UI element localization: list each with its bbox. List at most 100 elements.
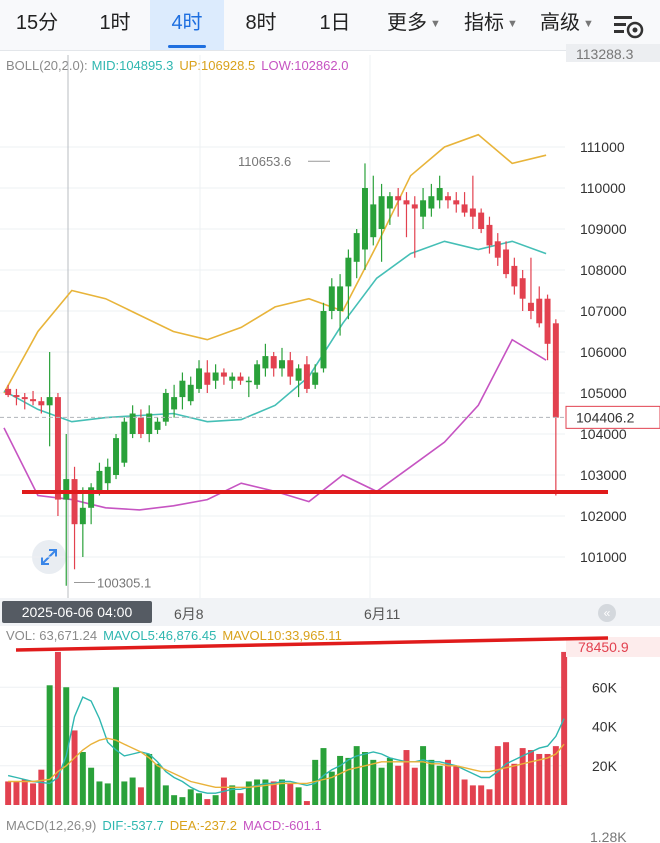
tab-more[interactable]: 更多 ▼ (378, 0, 450, 50)
volume-bar (461, 779, 468, 805)
candle-body (113, 438, 120, 475)
volume-tick-label: 60K (592, 679, 618, 695)
volume-bar (154, 763, 161, 805)
tab-label: 更多 (387, 12, 428, 34)
price-axis: 101000 102000 103000 104000 105000 106000 1070… (566, 44, 660, 843)
candle-body (30, 399, 37, 402)
low-price-label: 100305.1 (97, 575, 151, 590)
candle-body (21, 397, 28, 400)
candle-body (287, 360, 294, 377)
mavol5-value: MAVOL5:46,876.45 (103, 628, 217, 643)
volume-top-tag (566, 637, 660, 657)
tab-1d[interactable]: 1日 (300, 0, 370, 50)
candle-body (478, 212, 485, 229)
tab-label: 1日 (319, 12, 351, 34)
candle-body (395, 196, 402, 201)
volume-bar (411, 767, 418, 805)
volume-bar (444, 759, 451, 805)
candle-body (196, 368, 203, 389)
candle-body (54, 397, 61, 500)
current-price-tag (565, 405, 660, 429)
candle-body (552, 323, 559, 418)
tab-4h[interactable]: 4时 (150, 0, 224, 50)
date-label: 6月11 (364, 606, 401, 622)
candle-body (121, 421, 128, 463)
candle-body (411, 204, 418, 209)
candle-body (453, 200, 460, 205)
candle-body (461, 204, 468, 213)
volume-bar (113, 687, 120, 805)
price-tick-label: 103000 (580, 467, 627, 483)
volume-bar (88, 767, 95, 805)
volume-bar (279, 779, 285, 805)
candle-body (104, 466, 111, 484)
scroll-latest-icon[interactable]: « (598, 604, 616, 622)
boll-mid: MID:104895.3 (91, 58, 174, 73)
tab-label: 指标 (464, 12, 505, 34)
volume-bar (328, 771, 335, 805)
boll-low-line (3, 338, 547, 511)
boll-up-line (3, 133, 547, 394)
tab-1h[interactable]: 1时 (78, 0, 152, 50)
tab-advanced[interactable]: 高级 ▼ (530, 0, 604, 50)
candle-body (295, 368, 302, 381)
price-tick-label: 102000 (580, 508, 627, 524)
candle-body (511, 265, 518, 287)
candle-body (129, 413, 136, 434)
boll-legend: BOLL(20,2.0): MID:104895.3 UP:106928.5 LOW:… (6, 58, 354, 73)
volume-bar (54, 651, 61, 805)
price-tick-label: 110000 (580, 180, 626, 196)
volume-bar (21, 779, 28, 805)
price-tick-label: 109000 (580, 221, 627, 237)
volume-bar (220, 777, 227, 805)
candle-body (171, 397, 178, 410)
volume-bar (436, 765, 443, 805)
volume-bar (478, 785, 485, 805)
candle-body (38, 401, 45, 406)
candle-body (137, 417, 144, 434)
price-tick-label: 106000 (580, 344, 627, 360)
date-label: 6月8 (174, 606, 204, 622)
volume-bar (303, 801, 310, 805)
price-tick-label: 111000 (580, 139, 625, 155)
caret-down-icon: ▼ (583, 17, 594, 30)
caret-down-icon: ▼ (430, 17, 441, 30)
candle-body (486, 224, 493, 246)
volume-bar (527, 750, 534, 805)
macd-tick-label: 1.28K (590, 829, 627, 843)
macd-value: MACD:-601.1 (242, 818, 322, 833)
candlesticks (5, 163, 559, 586)
volume-bar (519, 748, 526, 805)
current-price-label: 104406.2 (576, 409, 635, 425)
tab-label: 8时 (245, 12, 277, 34)
volume-bar (129, 777, 136, 805)
candle-body (88, 487, 95, 508)
candle-body (204, 372, 211, 385)
expand-icon[interactable] (32, 540, 66, 574)
caret-down-icon: ▼ (507, 17, 518, 30)
candle-body (469, 208, 476, 217)
macd-dea: DEA:-237.2 (169, 818, 237, 833)
volume-bar (229, 785, 236, 805)
candle-body (527, 302, 534, 311)
chart-settings-icon[interactable] (610, 10, 646, 42)
volume-bar (295, 787, 302, 805)
candle-body (71, 479, 78, 525)
candle-body (536, 298, 543, 324)
candle-body (245, 380, 252, 383)
volume-bar (196, 793, 203, 805)
volume-legend: VOL: 63,671.24 MAVOL5:46,876.45 MAVOL10:33… (6, 628, 348, 643)
volume-bar (187, 789, 194, 805)
volume-bar (486, 789, 493, 805)
tab-8h[interactable]: 8时 (224, 0, 298, 50)
tab-15m[interactable]: 15分 (0, 0, 74, 50)
tab-indicators[interactable]: 指标 ▼ (454, 0, 528, 50)
volume-bar (395, 765, 402, 805)
candle-body (503, 249, 510, 275)
volume-bar (63, 687, 70, 805)
candle-body (436, 188, 443, 201)
volume-top-label: 78450.9 (578, 639, 629, 655)
volume-bar (204, 799, 211, 805)
volume-bar (287, 783, 294, 805)
volume-bar (494, 746, 501, 805)
